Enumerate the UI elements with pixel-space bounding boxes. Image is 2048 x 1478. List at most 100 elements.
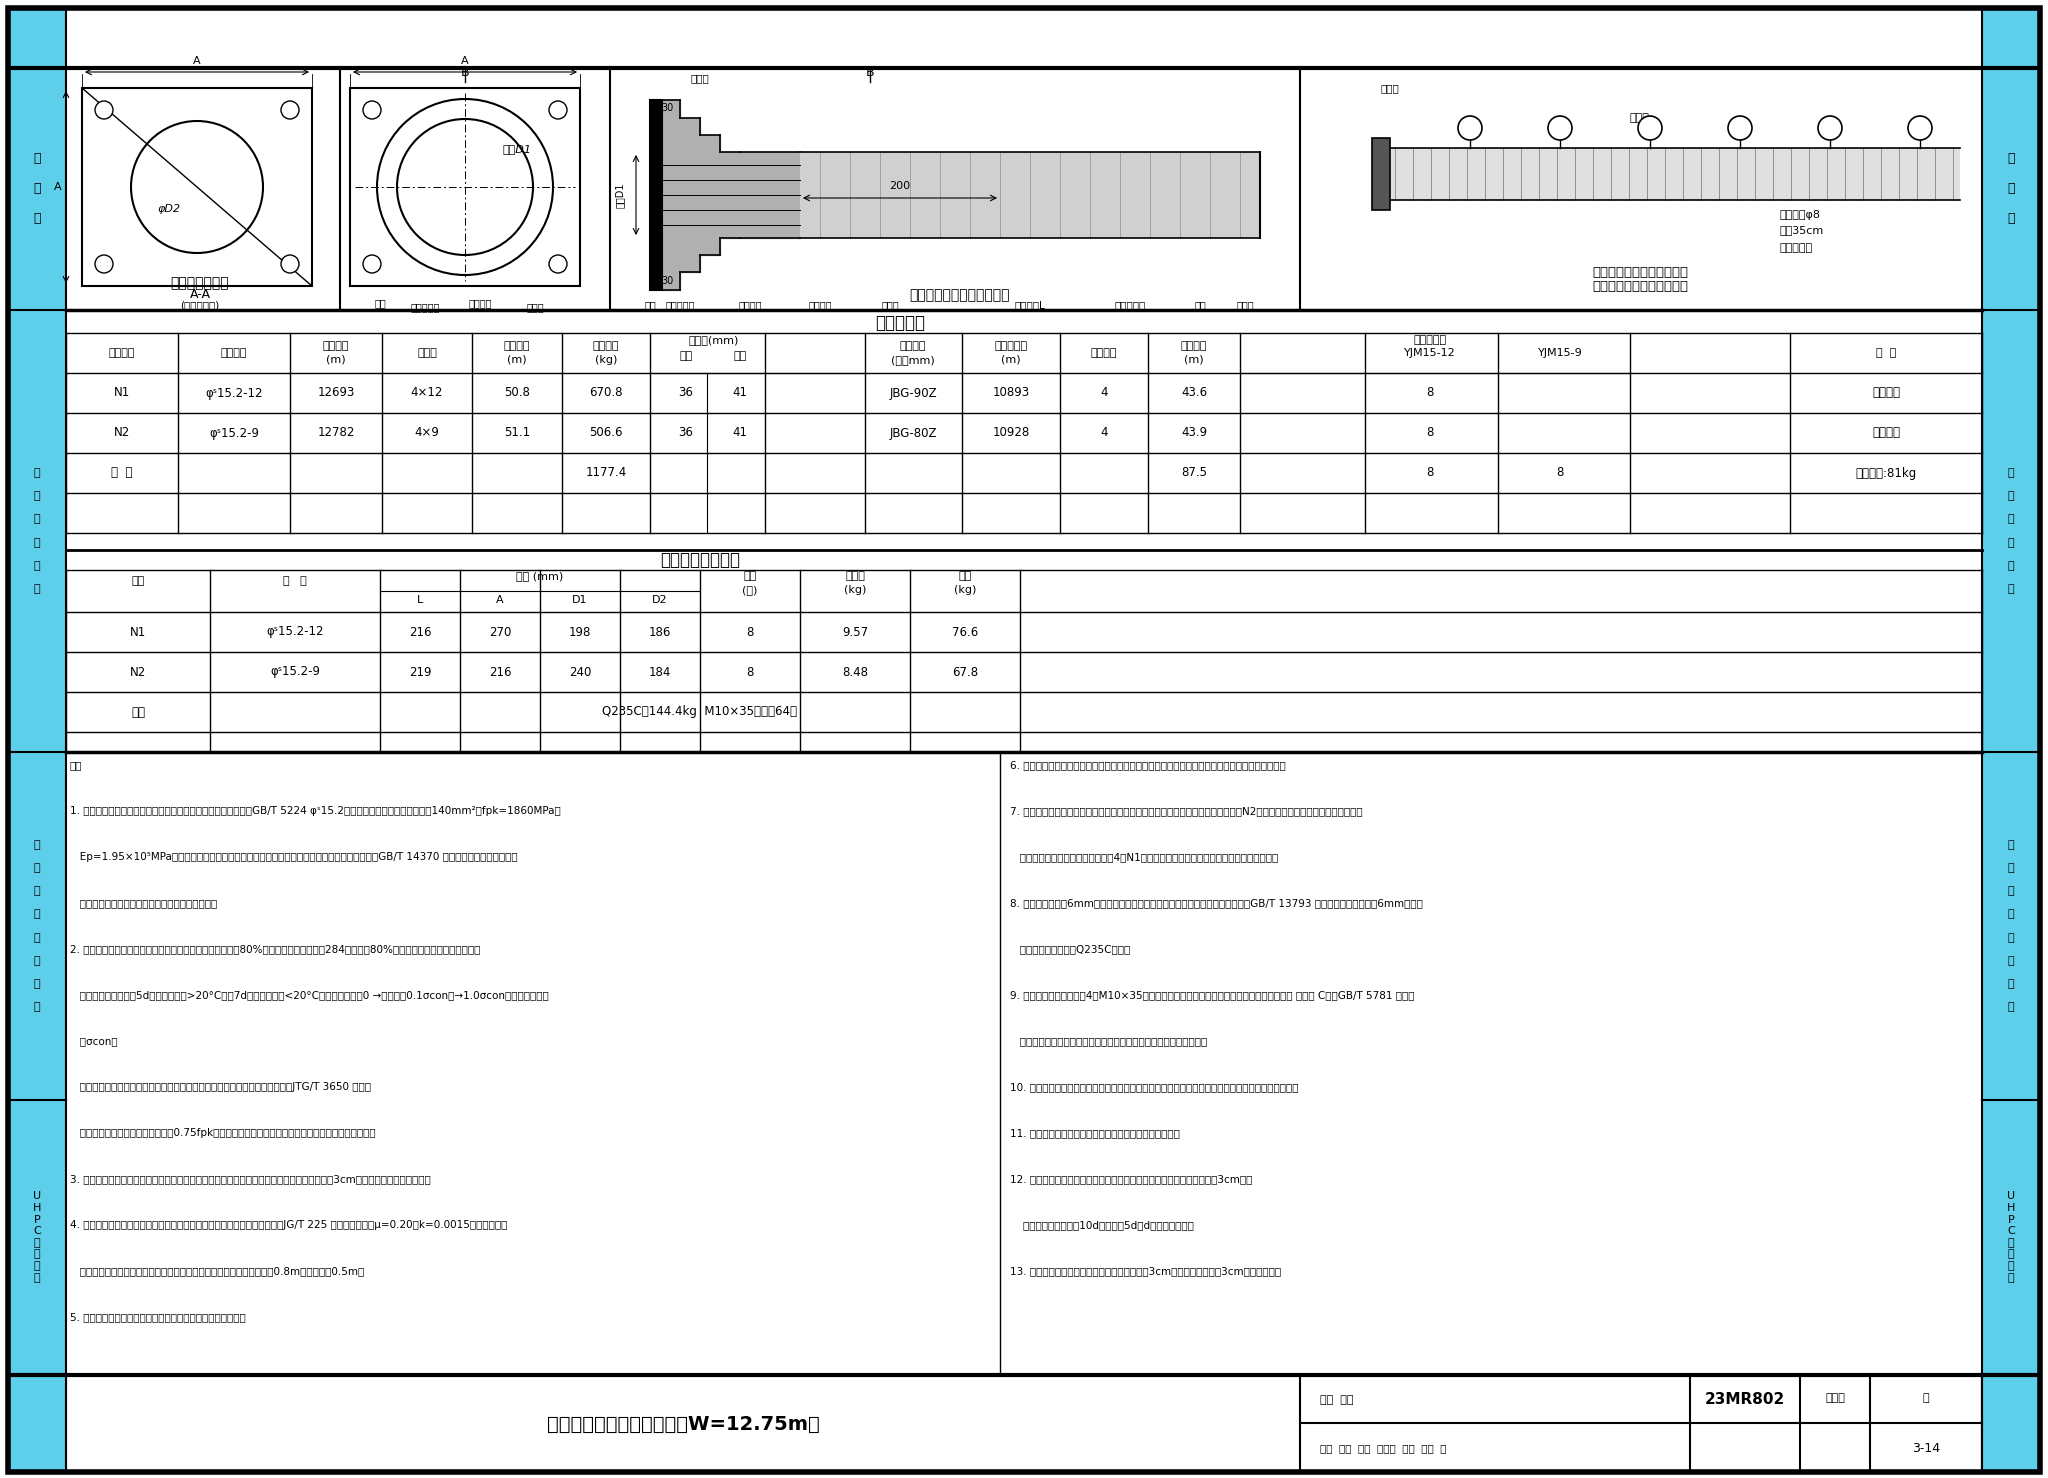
Text: 5. 预应力钢束应采用两端张拉，张拉宜按规范要求对称张拉。: 5. 预应力钢束应采用两端张拉，张拉宜按规范要求对称张拉。: [70, 1312, 246, 1321]
Text: 螺栓: 螺栓: [1194, 300, 1206, 310]
Text: 健身和短平板施工前，张拉第二批4根N1钢绞线束，同一锚头的钢束按由中到外顺序进行。: 健身和短平板施工前，张拉第二批4根N1钢绞线束，同一锚头的钢束按由中到外顺序进行…: [1010, 851, 1278, 862]
Circle shape: [1458, 115, 1483, 140]
Text: 8: 8: [745, 625, 754, 638]
Text: 引伸量(mm): 引伸量(mm): [688, 336, 739, 344]
Text: (个): (个): [741, 585, 758, 596]
Text: 参数 (mm): 参数 (mm): [516, 571, 563, 581]
Text: 锚垫板: 锚垫板: [1237, 300, 1253, 310]
Text: 与素筋焊接: 与素筋焊接: [1780, 242, 1812, 253]
Text: N2: N2: [129, 665, 145, 678]
Polygon shape: [662, 101, 801, 290]
Text: 张拉控制应力：张拉工艺及要求按照现行行业标准《公路桥涵施工技术规范》JTG/T 3650 执行；: 张拉控制应力：张拉工艺及要求按照现行行业标准《公路桥涵施工技术规范》JTG/T …: [70, 1082, 371, 1092]
Text: JBG-90Z: JBG-90Z: [889, 387, 936, 399]
Text: 钢束数量表: 钢束数量表: [874, 313, 926, 333]
Text: 灌浆孔: 灌浆孔: [526, 302, 545, 312]
Text: 钢套筒座板: 钢套筒座板: [1114, 300, 1145, 310]
Text: A: A: [461, 56, 469, 67]
Text: 670.8: 670.8: [590, 387, 623, 399]
Text: 编号: 编号: [131, 576, 145, 585]
Bar: [350, 89, 580, 287]
Text: N2: N2: [115, 427, 131, 439]
Text: 8: 8: [745, 665, 754, 678]
Circle shape: [549, 256, 567, 273]
Text: 43.9: 43.9: [1182, 427, 1206, 439]
Text: 12782: 12782: [317, 427, 354, 439]
Text: (钢绞线未示): (钢绞线未示): [180, 300, 219, 310]
Text: 两端张拉: 两端张拉: [1872, 427, 1901, 439]
Text: 36: 36: [678, 427, 694, 439]
Text: 灌浆孔: 灌浆孔: [881, 300, 899, 310]
Text: JBG-80Z: JBG-80Z: [889, 427, 936, 439]
Text: 8: 8: [1425, 467, 1434, 479]
Text: 216: 216: [410, 625, 432, 638]
Text: 审批  陈明  校对  黄藤林  设计  肖睿  页: 审批 陈明 校对 黄藤林 设计 肖睿 页: [1321, 1443, 1446, 1453]
Text: 型   号: 型 号: [283, 576, 307, 585]
Text: A: A: [193, 56, 201, 67]
Text: 200: 200: [889, 180, 911, 191]
Text: 套筒底板: 套筒底板: [469, 299, 492, 307]
Text: 管道根数: 管道根数: [1092, 347, 1118, 358]
Text: 桩长35cm: 桩长35cm: [1780, 225, 1825, 235]
Text: 注：: 注：: [70, 760, 82, 770]
Text: 36: 36: [678, 387, 694, 399]
Text: (kg): (kg): [594, 355, 616, 365]
Text: 506.6: 506.6: [590, 427, 623, 439]
Text: A: A: [55, 182, 61, 192]
Text: (kg): (kg): [954, 585, 977, 596]
Bar: [1372, 137, 1391, 210]
Text: 钢束总重: 钢束总重: [592, 341, 618, 350]
Text: 管道规格: 管道规格: [899, 341, 926, 350]
Text: 套筒及底板材料均为Q235C钢板；: 套筒及底板材料均为Q235C钢板；: [1010, 944, 1130, 953]
Text: (m): (m): [326, 355, 346, 365]
Text: 波纹管: 波纹管: [1630, 112, 1651, 123]
Text: 钢套筒座板大样: 钢套筒座板大样: [170, 276, 229, 290]
Text: 9. 锚垫板与锚板之间采用4个M10×35的螺栓连接，螺栓应应符合现行国家标准《六角头螺栓 全螺纹 C级》GB/T 5781 要求，: 9. 锚垫板与锚板之间采用4个M10×35的螺栓连接，螺栓应应符合现行国家标准《…: [1010, 990, 1415, 1001]
Text: 8: 8: [1556, 467, 1565, 479]
Text: N1: N1: [129, 625, 145, 638]
Text: 8: 8: [1425, 427, 1434, 439]
Text: 定位钢筋:81kg: 定位钢筋:81kg: [1855, 467, 1917, 479]
Text: (m): (m): [508, 355, 526, 365]
Text: 套

筒

连

接

桥

墩: 套 筒 连 接 桥 墩: [33, 469, 41, 594]
Text: 螺栓: 螺栓: [645, 300, 655, 310]
Text: 与套筒焊接盖梁钢筋大样图: 与套筒焊接盖梁钢筋大样图: [1591, 281, 1688, 294]
Text: 1177.4: 1177.4: [586, 467, 627, 479]
Text: A-A: A-A: [190, 288, 211, 302]
Text: 数量: 数量: [743, 571, 756, 581]
Text: 外径D1: 外径D1: [614, 182, 625, 208]
Text: 定位钢筋φ8: 定位钢筋φ8: [1780, 210, 1821, 220]
Circle shape: [94, 256, 113, 273]
Text: φˢ15.2-9: φˢ15.2-9: [209, 427, 258, 439]
Text: (m): (m): [1001, 355, 1020, 365]
Text: 及管道布置时，应按规范要求布置定位钢筋，定位钢筋间距：直线段为0.8m，曲线段为0.5m；: 及管道布置时，应按规范要求布置定位钢筋，定位钢筋间距：直线段为0.8m，曲线段为…: [70, 1267, 365, 1276]
Circle shape: [1548, 115, 1573, 140]
Text: 审批  陈明: 审批 陈明: [1321, 1395, 1354, 1406]
Text: 270: 270: [489, 625, 512, 638]
Text: 连接前应先在锚垫板上穿好并定在套筒底板相应位置上并固到扣孔；: 连接前应先在锚垫板上穿好并定在套筒底板相应位置上并固到扣孔；: [1010, 1036, 1206, 1046]
Text: B: B: [461, 65, 469, 78]
Text: Q235C；144.4kg  M10×35螺栓：64个: Q235C；144.4kg M10×35螺栓：64个: [602, 705, 797, 718]
Text: A: A: [496, 596, 504, 605]
Text: 41: 41: [733, 387, 748, 399]
Text: YJM15-12: YJM15-12: [1405, 347, 1456, 358]
Text: 小  计: 小 计: [111, 467, 133, 479]
Text: D2: D2: [651, 596, 668, 605]
Text: 6. 张浇混凝土时需注意保证预应力管道通畅，预应力张拉完毕后，预应力管道内应及时灌浆压实；: 6. 张浇混凝土时需注意保证预应力管道通畅，预应力张拉完毕后，预应力管道内应及时…: [1010, 760, 1286, 770]
Text: 螺栓: 螺栓: [375, 299, 385, 307]
Text: 单件重: 单件重: [846, 571, 864, 581]
Text: 51.1: 51.1: [504, 427, 530, 439]
Text: 41: 41: [733, 427, 748, 439]
Text: 4. 混凝土预应力管道采用符合现行行业标准《预应力混凝土用金属波纹管》JG/T 225 的金属波纹管（μ=0.20，k=0.0015），套管壁厚: 4. 混凝土预应力管道采用符合现行行业标准《预应力混凝土用金属波纹管》JG/T …: [70, 1219, 508, 1230]
Text: 13. 为防止镶嵌影响盖梁外观，封墙首应在管外3cm）（包括盖浅以内3cm）全部切断；: 13. 为防止镶嵌影响盖梁外观，封墙首应在管外3cm）（包括盖浅以内3cm）全部…: [1010, 1267, 1282, 1276]
Text: 右端: 右端: [733, 350, 748, 361]
Text: U
H
P
C
连
接
桥
墩: U H P C 连 接 桥 墩: [33, 1191, 41, 1283]
Bar: [8, 7, 66, 1472]
Text: 小

箱

梁: 小 箱 梁: [2007, 152, 2015, 226]
Text: 股数数: 股数数: [418, 347, 436, 358]
Text: 外径D1: 外径D1: [502, 143, 532, 154]
Text: 套筒长度L: 套筒长度L: [1014, 300, 1044, 310]
Text: 3-14: 3-14: [1913, 1441, 1939, 1454]
Text: 23MR802: 23MR802: [1704, 1392, 1786, 1407]
Text: 锚具安装孔: 锚具安装孔: [666, 300, 694, 310]
Text: 2. 预应力张拉控：混凝土强度不低于设计预应力管道强度的80%，预拱模量不低于该组284模量的的80%，当采用混凝土的弹性恢复弹性: 2. 预应力张拉控：混凝土强度不低于设计预应力管道强度的80%，预拱模量不低于该…: [70, 944, 481, 953]
